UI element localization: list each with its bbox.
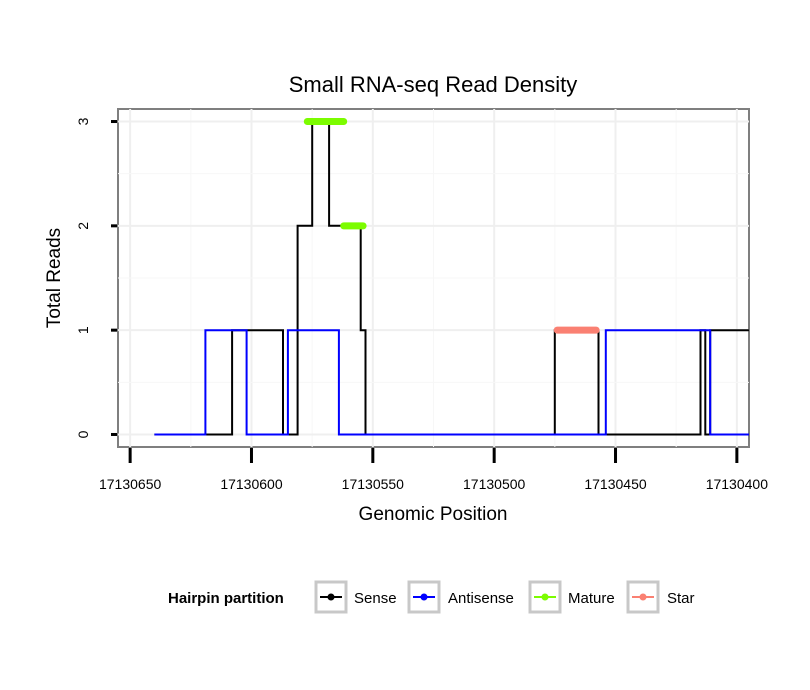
legend-label: Star [667,590,695,607]
legend-key-point [327,593,335,601]
legend-item-sense: Sense [314,580,397,614]
legend-key-point [541,593,549,601]
y-axis: 0 1 2 3 [75,117,117,438]
y-tick-label: 3 [75,117,91,125]
y-tick-label: 2 [75,222,91,230]
legend-item-antisense: Antisense [407,580,514,614]
y-tick-label: 1 [75,326,91,334]
x-tick-label: 17130400 [706,476,769,492]
legend-item-mature: Mature [528,580,615,614]
y-axis-label: Total Reads [44,228,65,328]
legend-key-point [639,593,647,601]
chart-title: Small RNA-seq Read Density [289,72,578,97]
x-tick-label: 17130500 [463,476,526,492]
series-antisense-line [154,329,749,436]
x-axis-label: Genomic Position [359,504,508,525]
series-layer [154,118,749,436]
legend-label: Sense [354,590,397,607]
x-tick-label: 17130450 [584,476,647,492]
legend-title: Hairpin partition [168,590,284,607]
legend-item-star: Star [626,580,695,614]
legend-label: Mature [568,590,615,607]
x-axis: 17130650 17130600 17130550 17130500 17130450… [99,448,768,492]
legend-label: Antisense [448,590,514,607]
x-tick-label: 17130600 [220,476,283,492]
y-tick-label: 0 [75,430,91,438]
x-tick-label: 17130550 [342,476,405,492]
legend: Hairpin partition Sense Antisense Mature St… [168,580,695,614]
legend-key-point [420,593,428,601]
x-tick-label: 17130650 [99,476,162,492]
